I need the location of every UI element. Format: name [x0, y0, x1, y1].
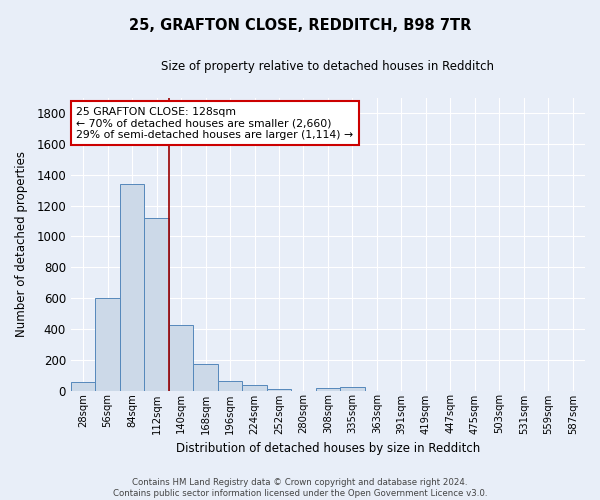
Bar: [267, 388, 291, 390]
Bar: [120, 184, 145, 390]
Bar: [193, 364, 218, 390]
Y-axis label: Number of detached properties: Number of detached properties: [15, 151, 28, 337]
Bar: [316, 388, 340, 390]
Bar: [242, 384, 267, 390]
Bar: [218, 382, 242, 390]
Bar: [169, 325, 193, 390]
Bar: [71, 382, 95, 390]
Bar: [95, 298, 120, 390]
X-axis label: Distribution of detached houses by size in Redditch: Distribution of detached houses by size …: [176, 442, 480, 455]
Title: Size of property relative to detached houses in Redditch: Size of property relative to detached ho…: [161, 60, 494, 73]
Text: 25 GRAFTON CLOSE: 128sqm
← 70% of detached houses are smaller (2,660)
29% of sem: 25 GRAFTON CLOSE: 128sqm ← 70% of detach…: [76, 106, 353, 140]
Text: 25, GRAFTON CLOSE, REDDITCH, B98 7TR: 25, GRAFTON CLOSE, REDDITCH, B98 7TR: [129, 18, 471, 32]
Bar: [145, 218, 169, 390]
Text: Contains HM Land Registry data © Crown copyright and database right 2024.
Contai: Contains HM Land Registry data © Crown c…: [113, 478, 487, 498]
Bar: [340, 388, 365, 390]
